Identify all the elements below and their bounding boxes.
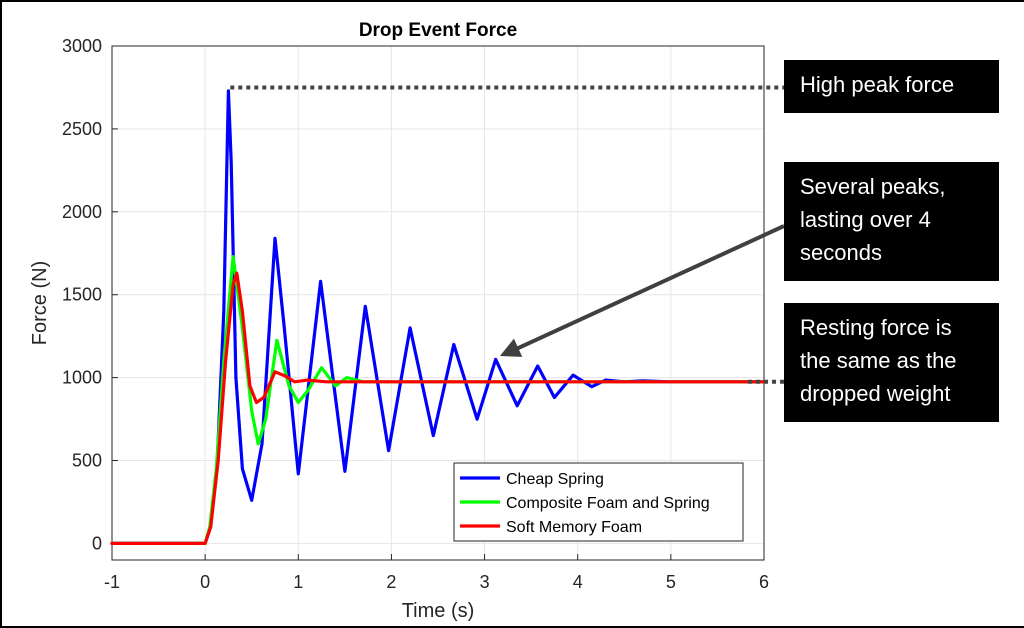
y-tick-label: 1000 (62, 368, 102, 388)
callout-arrow-head (499, 338, 523, 357)
y-tick-label: 0 (92, 533, 102, 553)
x-tick-label: 5 (666, 572, 676, 592)
callout-resting-force: Resting force is the same as the dropped… (784, 303, 999, 422)
legend-label-3: Soft Memory Foam (506, 519, 642, 536)
legend-label-2: Composite Foam and Spring (506, 495, 710, 512)
axes-box (111, 45, 765, 561)
y-tick-label: 3000 (62, 36, 102, 56)
callout-several-peaks: Several peaks, lasting over 4 seconds (784, 162, 999, 281)
y-axis-label: Force (N) (29, 261, 51, 345)
y-tick-label: 1500 (62, 285, 102, 305)
x-tick-label: 4 (573, 572, 583, 592)
x-tick-label: -1 (104, 572, 120, 592)
callout-high-peak-text: High peak force (800, 72, 955, 97)
x-tick-label: 2 (386, 572, 396, 592)
callout-several-peaks-line-3: seconds (800, 240, 882, 265)
y-tick-label: 2500 (62, 119, 102, 139)
series-line-3 (110, 271, 766, 546)
chart-title: Drop Event Force (359, 20, 517, 41)
callout-several-peaks-line-2: lasting over 4 (800, 207, 931, 232)
callout-high-peak: High peak force (784, 60, 999, 113)
callout-resting-line-1: Resting force is (800, 315, 952, 340)
x-tick-label: 3 (480, 572, 490, 592)
y-tick-label: 500 (72, 451, 102, 471)
x-axis-label: Time (s) (402, 600, 475, 622)
x-tick-label: 6 (759, 572, 769, 592)
y-tick-label: 2000 (62, 202, 102, 222)
callout-arrow-shaft (513, 224, 785, 352)
x-tick-label: 1 (293, 572, 303, 592)
legend-label-1: Cheap Spring (506, 471, 604, 488)
x-tick-label: 0 (200, 572, 210, 592)
callout-several-peaks-line-1: Several peaks, (800, 174, 946, 199)
callout-resting-line-3: dropped weight (800, 381, 951, 406)
callout-resting-line-2: the same as the (800, 348, 957, 373)
legend-box (453, 462, 744, 542)
